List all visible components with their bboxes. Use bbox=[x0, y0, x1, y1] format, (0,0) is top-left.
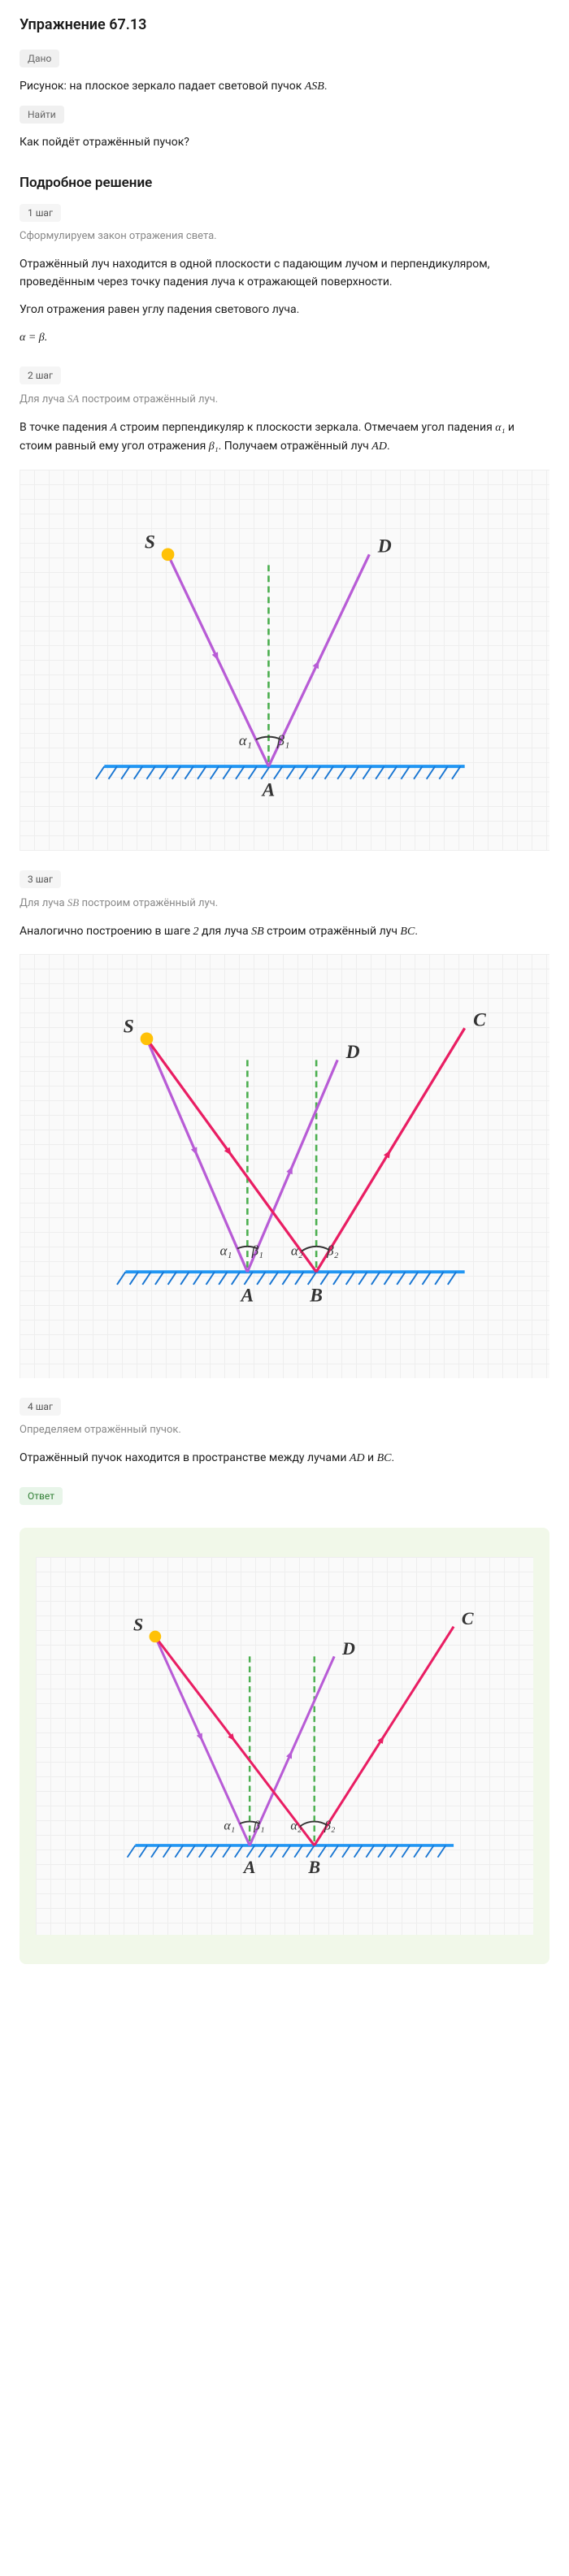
svg-text:β₁: β₁ bbox=[276, 732, 289, 748]
given-pre: Рисунок: на плоское зеркало падает свето… bbox=[20, 80, 305, 93]
svg-text:S: S bbox=[145, 531, 155, 553]
svg-text:α₂: α₂ bbox=[291, 1243, 303, 1259]
svg-text:β₁: β₁ bbox=[253, 1819, 264, 1832]
step-tag-4: 4 шаг bbox=[20, 1398, 61, 1416]
svg-text:B: B bbox=[309, 1286, 323, 1307]
step3-p1: Аналогично построению в шаге 2 для луча … bbox=[20, 922, 549, 941]
svg-text:A: A bbox=[240, 1286, 254, 1307]
svg-text:C: C bbox=[473, 1010, 486, 1031]
step4-desc: Определяем отражённый пучок. bbox=[20, 1422, 549, 1439]
svg-text:β₁: β₁ bbox=[251, 1243, 263, 1259]
svg-text:α₂: α₂ bbox=[290, 1819, 302, 1832]
svg-text:D: D bbox=[345, 1042, 360, 1063]
svg-text:D: D bbox=[341, 1638, 355, 1659]
svg-text:S: S bbox=[133, 1615, 143, 1635]
solution-heading: Подробное решение bbox=[20, 175, 549, 191]
step1-desc: Сформулируем закон отражения света. bbox=[20, 228, 549, 245]
svg-text:β₂: β₂ bbox=[324, 1819, 336, 1832]
step1-p2: Угол отражения равен углу падения светов… bbox=[20, 301, 549, 319]
svg-text:α₁: α₁ bbox=[224, 1819, 235, 1832]
given-math: ASB bbox=[305, 80, 324, 93]
svg-text:D: D bbox=[377, 536, 392, 557]
step-tag-1: 1 шаг bbox=[20, 204, 61, 222]
svg-text:A: A bbox=[261, 779, 276, 800]
diagram-1: α₁ β₁ S D A bbox=[20, 470, 549, 851]
find-text: Как пойдёт отражённый пучок? bbox=[20, 133, 549, 151]
given-tag: Дано bbox=[20, 50, 59, 67]
given-text: Рисунок: на плоское зеркало падает свето… bbox=[20, 77, 549, 96]
step4-p1: Отражённый пучок находится в пространств… bbox=[20, 1449, 549, 1468]
step2-p1: В точке падения A строим перпендикуляр к… bbox=[20, 418, 549, 457]
svg-text:B: B bbox=[307, 1857, 320, 1877]
step1-p1: Отражённый луч находится в одной плоскос… bbox=[20, 255, 549, 292]
given-post: . bbox=[324, 80, 328, 93]
answer-tag: Ответ bbox=[20, 1487, 63, 1505]
find-tag: Найти bbox=[20, 106, 64, 124]
step-tag-3: 3 шаг bbox=[20, 870, 61, 888]
step1-formula: α = β. bbox=[20, 329, 549, 347]
step2-desc: Для луча SA построим отражённый луч. bbox=[20, 391, 549, 409]
diagram-2: α₁ β₁ α₂ β₂ S D C A B bbox=[20, 954, 549, 1378]
svg-text:β₂: β₂ bbox=[326, 1243, 338, 1259]
svg-text:S: S bbox=[124, 1017, 134, 1038]
svg-text:A: A bbox=[242, 1857, 256, 1877]
svg-text:C: C bbox=[462, 1608, 474, 1628]
step-tag-2: 2 шаг bbox=[20, 366, 61, 384]
svg-text:α₁: α₁ bbox=[239, 732, 252, 748]
diagram-3: α₁ β₁ α₂ β₂ S D C A B bbox=[36, 1557, 533, 1935]
step3-desc: Для луча SB построим отражённый луч. bbox=[20, 895, 549, 913]
svg-text:α₁: α₁ bbox=[219, 1243, 232, 1259]
page-title: Упражнение 67.13 bbox=[20, 16, 549, 33]
answer-box: α₁ β₁ α₂ β₂ S D C A B bbox=[20, 1528, 549, 1964]
